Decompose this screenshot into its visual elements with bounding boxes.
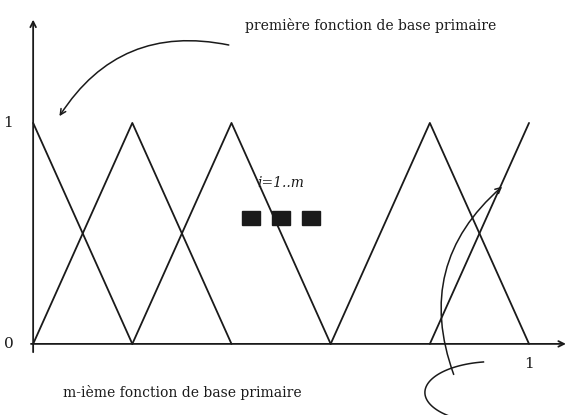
Text: 0: 0 bbox=[3, 337, 13, 351]
Text: 1: 1 bbox=[524, 357, 534, 371]
Text: i=1..m: i=1..m bbox=[258, 176, 304, 190]
Text: première fonction de base primaire: première fonction de base primaire bbox=[245, 18, 496, 33]
Bar bbox=[242, 211, 260, 225]
Text: 1: 1 bbox=[3, 116, 13, 130]
Bar bbox=[272, 211, 290, 225]
Text: m-ième fonction de base primaire: m-ième fonction de base primaire bbox=[63, 385, 301, 400]
Bar bbox=[302, 211, 320, 225]
